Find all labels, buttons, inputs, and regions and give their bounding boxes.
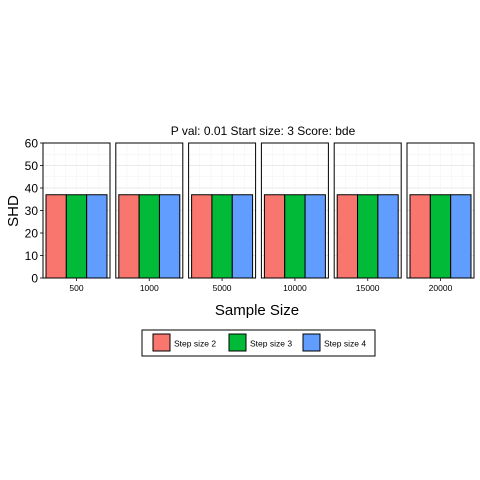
bar xyxy=(409,194,431,279)
bar xyxy=(284,194,306,279)
bar xyxy=(450,194,472,279)
facet-panel-1000: 1000 xyxy=(115,142,184,293)
facet-panel-15000: 15000 xyxy=(333,142,402,293)
legend-label: Step size 3 xyxy=(250,339,292,349)
facet-panel-5000: 5000 xyxy=(188,142,257,293)
bar xyxy=(377,194,399,279)
bar xyxy=(191,194,213,279)
x-tick-label: 500 xyxy=(69,283,83,293)
legend-key xyxy=(228,333,247,352)
bar xyxy=(211,194,233,279)
y-tick-label: 0 xyxy=(31,272,38,286)
y-tick-label: 10 xyxy=(25,249,39,263)
bar xyxy=(263,194,286,279)
bar xyxy=(86,194,108,279)
x-tick-label: 1000 xyxy=(140,283,159,293)
x-tick-label: 15000 xyxy=(356,283,380,293)
bar xyxy=(138,194,160,279)
legend-key xyxy=(302,333,321,352)
facet-panel-500: 500 xyxy=(42,142,111,293)
legend-label: Step size 2 xyxy=(174,339,216,349)
bar xyxy=(304,194,326,279)
facet-panels: 500 1000 5000 10000 15000 20000 xyxy=(42,142,475,293)
y-tick-label: 60 xyxy=(25,137,39,151)
legend-box xyxy=(141,329,376,357)
legend: Step size 2 Step size 3 Step size 4 xyxy=(141,329,376,357)
y-tick-label: 50 xyxy=(25,159,39,173)
bar xyxy=(158,194,181,279)
x-tick-label: 20000 xyxy=(429,283,453,293)
bar xyxy=(231,194,254,279)
bar xyxy=(429,194,452,279)
bar xyxy=(336,194,359,279)
bar xyxy=(65,194,88,279)
facet-panel-20000: 20000 xyxy=(406,142,475,293)
y-tick-label: 30 xyxy=(25,204,39,218)
bar xyxy=(118,194,140,279)
y-tick-label: 40 xyxy=(25,182,39,196)
facet-panel-10000: 10000 xyxy=(260,142,329,293)
x-tick-label: 5000 xyxy=(213,283,232,293)
legend-key xyxy=(152,333,171,352)
y-axis: 0 10 20 30 40 50 60 xyxy=(25,137,43,286)
x-axis-label: Sample Size xyxy=(215,302,299,319)
x-tick-label: 10000 xyxy=(283,283,307,293)
chart-title: P val: 0.01 Start size: 3 Score: bde xyxy=(171,124,356,138)
legend-label: Step size 4 xyxy=(324,339,366,349)
bar xyxy=(45,194,67,279)
bar xyxy=(357,194,379,279)
y-axis-label: SHD xyxy=(5,195,22,227)
y-tick-label: 20 xyxy=(25,227,39,241)
